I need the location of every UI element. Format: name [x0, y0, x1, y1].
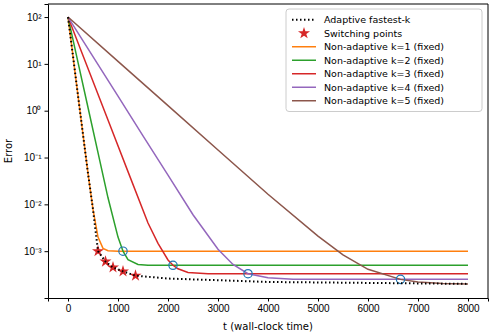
- tick-label: 10⁻³: [24, 246, 42, 257]
- legend-entry: Adaptive fastest-k: [292, 14, 411, 25]
- plot: 01000200030004000500060007000800010⁻³10⁻…: [24, 4, 488, 314]
- tick: 10⁻³: [24, 246, 48, 257]
- y-axis: 10⁻³ 10⁻² 10⁻¹ 10⁰ 10¹ 10²: [24, 5, 48, 299]
- tick-mark: [45, 251, 49, 252]
- tick: 1000: [107, 298, 130, 314]
- point: [244, 270, 252, 278]
- legend-label: Non-adaptive k=3 (fixed): [324, 68, 444, 79]
- tick: 6000: [357, 298, 380, 314]
- legend-symbol: [298, 27, 310, 38]
- frame: [488, 4, 489, 298]
- point: [119, 247, 127, 255]
- x-axis-title: t (wall-clock time): [223, 321, 313, 332]
- tick-label: 2000: [157, 303, 180, 314]
- line: [68, 17, 468, 251]
- line: [68, 17, 468, 279]
- legend-box: [286, 9, 482, 112]
- legend-entry: Non-adaptive k=3 (fixed): [292, 68, 444, 79]
- line: [68, 17, 468, 284]
- tick-mark: [45, 204, 49, 205]
- tick-label: 10²: [27, 12, 42, 23]
- legend-label: Non-adaptive k=4 (fixed): [324, 82, 444, 93]
- tick-mark: [118, 298, 119, 302]
- legend-label: Adaptive fastest-k: [324, 14, 411, 25]
- tick-mark: [45, 111, 49, 112]
- tick-label: 0: [66, 303, 72, 314]
- tick-label: 10⁻¹: [24, 152, 42, 163]
- marks: [68, 17, 468, 284]
- tick-label: 5000: [307, 303, 330, 314]
- tick-label: 10⁰: [26, 105, 41, 116]
- tick: 10²: [27, 12, 48, 23]
- x-axis: 0 1000 2000 3000 4000 5000 6000 7000 8000: [49, 298, 489, 314]
- axis-line: [49, 299, 489, 302]
- tick-mark: [318, 298, 319, 302]
- tick-label: 8000: [457, 303, 480, 314]
- tick: 10⁰: [26, 105, 48, 116]
- tick-mark: [45, 17, 49, 18]
- tick: 7000: [407, 298, 430, 314]
- tick: 10¹: [27, 59, 48, 70]
- point: [169, 261, 177, 269]
- legend-entry: Non-adaptive k=5 (fixed): [292, 95, 444, 106]
- tick-label: 10⁻²: [24, 199, 42, 210]
- legend-symbol: [292, 73, 316, 75]
- legend-entry: Non-adaptive k=2 (fixed): [292, 55, 444, 66]
- legend-label: Switching points: [324, 28, 402, 39]
- tick: 4000: [257, 298, 280, 314]
- legend-entry: Non-adaptive k=4 (fixed): [292, 82, 444, 93]
- axis-line: [45, 5, 49, 299]
- tick-label: 6000: [357, 303, 380, 314]
- tick: 10⁻¹: [24, 152, 48, 163]
- legend-symbol: [292, 60, 316, 62]
- legend-symbol: [292, 19, 316, 21]
- line: [68, 17, 468, 284]
- tick-mark: [268, 298, 269, 302]
- tick-mark: [45, 158, 49, 159]
- tick-mark: [418, 298, 419, 302]
- tick-label: 3000: [207, 303, 230, 314]
- line: [68, 17, 468, 265]
- legend-label: Non-adaptive k=5 (fixed): [324, 95, 444, 106]
- tick-mark: [168, 298, 169, 302]
- legend-symbol: [292, 100, 316, 102]
- legend-symbol: [292, 87, 316, 89]
- legend-symbol: [292, 46, 316, 48]
- point: [129, 269, 141, 280]
- tick-mark: [218, 298, 219, 302]
- tick-label: 4000: [257, 303, 280, 314]
- chart: 01000200030004000500060007000800010⁻³10⁻…: [0, 0, 492, 334]
- tick: 5000: [307, 298, 330, 314]
- y-axis-title: Error: [3, 138, 14, 163]
- tick-mark: [68, 298, 69, 302]
- tick-mark: [368, 298, 369, 302]
- frame: [48, 4, 488, 5]
- point: [107, 261, 119, 272]
- tick: 2000: [157, 298, 180, 314]
- tick: 10⁻²: [24, 199, 48, 210]
- line: [68, 17, 468, 274]
- tick: 0: [66, 298, 72, 314]
- tick-mark: [468, 298, 469, 302]
- legend-label: Non-adaptive k=2 (fixed): [324, 55, 444, 66]
- tick-label: 10¹: [27, 59, 42, 70]
- tick-label: 7000: [407, 303, 430, 314]
- legend-entry: Non-adaptive k=1 (fixed): [292, 41, 444, 52]
- tick: 8000: [457, 298, 480, 314]
- tick-mark: [45, 64, 49, 65]
- tick: 3000: [207, 298, 230, 314]
- tick-label: 1000: [107, 303, 130, 314]
- legend: Adaptive fastest-k Switching points Non-ad…: [286, 9, 482, 112]
- legend-label: Non-adaptive k=1 (fixed): [324, 41, 444, 52]
- legend-entry: Switching points: [298, 27, 402, 39]
